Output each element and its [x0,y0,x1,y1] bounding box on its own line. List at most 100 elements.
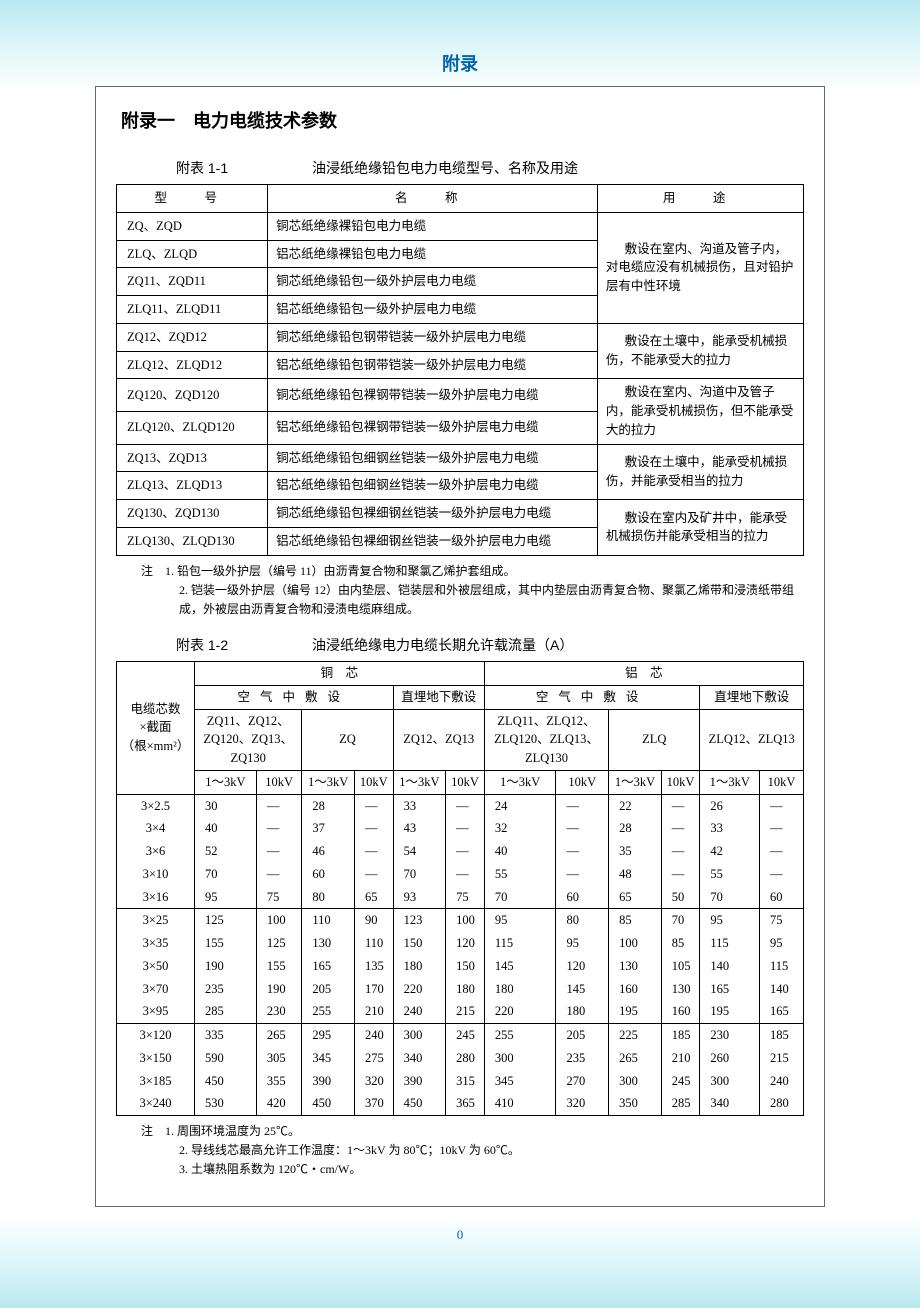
cell-value: 165 [760,1000,804,1023]
note-line: 3. 土壤热阻系数为 120℃・cm/W。 [141,1160,804,1179]
cell-section: 3×25 [117,909,195,932]
cell-model: ZLQ、ZLQD [117,240,268,268]
cell-value: 145 [484,955,556,978]
cell-value: 52 [195,840,257,863]
cell-value: 28 [302,794,355,817]
cell-value: 100 [256,909,302,932]
cell-value: 95 [556,932,609,955]
th-kv: 1～3kV [302,770,355,794]
cell-model: ZQ130、ZQD130 [117,500,268,528]
cell-value: 125 [256,932,302,955]
table2-caption: 附表 1-2 油浸纸绝缘电力电缆长期允许载流量（A） [116,635,804,655]
cell-section: 3×150 [117,1047,195,1070]
cell-value: 245 [446,1024,485,1047]
page-container: 附录一 电力电缆技术参数 附表 1-1 油浸纸绝缘铅包电力电缆型号、名称及用途 … [95,86,825,1207]
cell-value: 110 [302,909,355,932]
cell-value: 42 [700,840,760,863]
cell-value: — [556,840,609,863]
cell-model: ZQ120、ZQD120 [117,379,268,412]
cell-model: ZQ、ZQD [117,212,268,240]
cell-name: 铝芯纸绝缘铅包细钢丝铠装一级外护层电力电缆 [268,472,598,500]
cell-value: 240 [393,1000,446,1023]
cell-name: 铜芯纸绝缘铅包裸钢带铠装一级外护层电力电缆 [268,379,598,412]
cell-value: 85 [609,909,662,932]
th-ground-cu: 直埋地下敷设 [393,685,484,709]
cell-value: — [661,817,700,840]
cell-value: 300 [609,1070,662,1093]
cell-value: 210 [354,1000,393,1023]
cell-model: ZLQ13、ZLQD13 [117,472,268,500]
cell-value: 155 [195,932,257,955]
cell-value: 60 [760,886,804,909]
cell-name: 铝芯纸绝缘裸铅包电力电缆 [268,240,598,268]
cell-value: — [661,794,700,817]
cell-value: 255 [484,1024,556,1047]
cell-value: 37 [302,817,355,840]
cell-value: — [556,794,609,817]
cell-value: — [256,863,302,886]
cell-value: 230 [256,1000,302,1023]
cell-value: 225 [609,1024,662,1047]
cell-name: 铜芯纸绝缘铅包裸细钢丝铠装一级外护层电力电缆 [268,500,598,528]
cell-value: 350 [609,1092,662,1115]
cell-section: 3×120 [117,1024,195,1047]
cell-section: 3×50 [117,955,195,978]
cell-value: 130 [661,978,700,1001]
cell-value: 345 [302,1047,355,1070]
cell-name: 铜芯纸绝缘裸铅包电力电缆 [268,212,598,240]
cell-value: 54 [393,840,446,863]
cell-section: 3×240 [117,1092,195,1115]
table2-notes: 注 1. 周围环境温度为 25℃。 2. 导线线芯最高允许工作温度：1～3kV … [116,1116,804,1186]
cell-value: 180 [484,978,556,1001]
table1-notes: 注 1. 铅包一级外护层（编号 11）由沥青复合物和聚氯乙烯护套组成。 2. 铠… [116,556,804,626]
cell-value: 120 [446,932,485,955]
cell-value: 70 [195,863,257,886]
th-name: 名 称 [268,185,598,213]
th-model: 型 号 [117,185,268,213]
cell-value: — [661,863,700,886]
cell-section: 3×70 [117,978,195,1001]
cell-section: 3×16 [117,886,195,909]
cell-value: 93 [393,886,446,909]
cell-value: 265 [256,1024,302,1047]
cell-value: 195 [609,1000,662,1023]
cell-value: 115 [700,932,760,955]
cell-value: 95 [700,909,760,932]
cell-value: — [446,817,485,840]
cell-value: 450 [195,1070,257,1093]
cell-value: — [556,863,609,886]
cell-value: 190 [256,978,302,1001]
cell-section: 3×35 [117,932,195,955]
th-kv: 10kV [354,770,393,794]
cell-value: 95 [484,909,556,932]
th-colgroup: ZQ [302,709,393,770]
cell-value: 255 [302,1000,355,1023]
cell-value: 420 [256,1092,302,1115]
cell-value: 50 [661,886,700,909]
cell-model: ZLQ120、ZLQD120 [117,411,268,444]
cell-model: ZQ13、ZQD13 [117,444,268,472]
cell-value: 32 [484,817,556,840]
cell-value: 220 [393,978,446,1001]
cell-value: 140 [700,955,760,978]
cell-use: 敷设在室内、沟道及管子内，对电缆应没有机械损伤，且对铅护层有中性环境 [597,212,803,323]
cell-value: 100 [446,909,485,932]
cell-value: 190 [195,955,257,978]
cell-value: — [354,817,393,840]
table1: 型 号 名 称 用 途 ZQ、ZQD铜芯纸绝缘裸铅包电力电缆敷设在室内、沟道及管… [116,184,804,556]
cell-value: 185 [760,1024,804,1047]
cell-value: 105 [661,955,700,978]
cell-value: 235 [556,1047,609,1070]
cell-value: 160 [609,978,662,1001]
th-kv: 1～3kV [484,770,556,794]
cell-name: 铝芯纸绝缘铅包钢带铠装一级外护层电力电缆 [268,351,598,379]
cell-use: 敷设在土壤中，能承受机械损伤，不能承受大的拉力 [597,323,803,379]
th-kv: 1～3kV [195,770,257,794]
cell-value: 370 [354,1092,393,1115]
cell-value: — [256,794,302,817]
cell-name: 铜芯纸绝缘铅包钢带铠装一级外护层电力电缆 [268,323,598,351]
cell-value: 26 [700,794,760,817]
th-rowlabel: 电缆芯数×截面（根×mm²） [117,662,195,795]
cell-value: — [760,863,804,886]
cell-value: 180 [446,978,485,1001]
